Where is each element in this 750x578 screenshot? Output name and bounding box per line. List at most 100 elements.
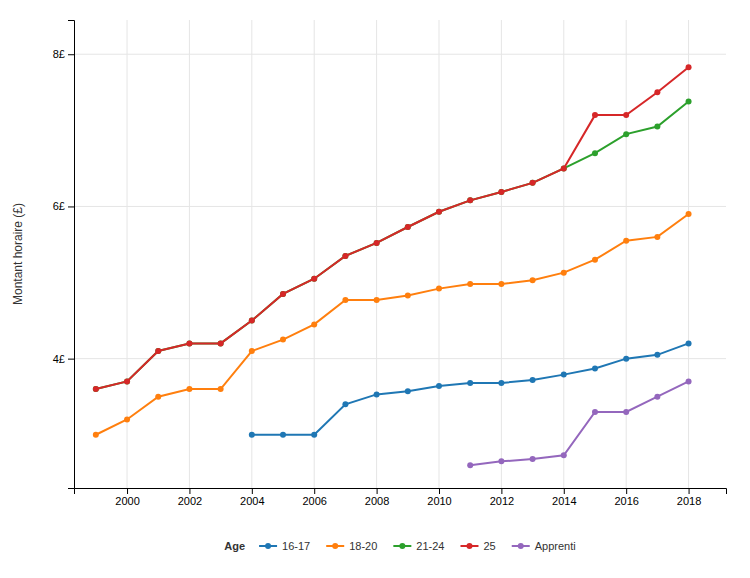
x-tick: 2016 xyxy=(614,488,638,507)
point xyxy=(436,383,442,389)
series-markers xyxy=(93,211,692,438)
point xyxy=(93,432,99,438)
point xyxy=(155,348,161,354)
series-markers xyxy=(93,98,692,392)
series-markers xyxy=(249,340,692,437)
x-tick-mark xyxy=(439,488,440,494)
point xyxy=(623,112,629,118)
x-tick: 2008 xyxy=(365,488,389,507)
point xyxy=(561,372,567,378)
x-tick-label: 2010 xyxy=(427,495,451,507)
point xyxy=(498,189,504,195)
legend-label: 16-17 xyxy=(282,540,310,552)
legend-label: 18-20 xyxy=(349,540,377,552)
point xyxy=(374,297,380,303)
y-tick-mark xyxy=(68,206,74,207)
point xyxy=(155,394,161,400)
point xyxy=(249,318,255,324)
point xyxy=(311,276,317,282)
point xyxy=(124,417,130,423)
point xyxy=(249,318,255,324)
plot-area xyxy=(93,64,692,468)
y-axis-line xyxy=(68,21,75,489)
x-tick: 2004 xyxy=(240,488,264,507)
point xyxy=(498,380,504,386)
x-tick-label: 2008 xyxy=(365,495,389,507)
x-tick-mark xyxy=(626,488,627,494)
x-tick: 2002 xyxy=(178,488,202,507)
legend-label: 25 xyxy=(483,540,495,552)
x-tick-mark xyxy=(252,488,253,494)
point xyxy=(405,224,411,230)
point xyxy=(686,211,692,217)
point xyxy=(592,366,598,372)
series-line xyxy=(252,343,689,434)
y-tick: 4£ xyxy=(53,353,74,365)
x-tick-mark xyxy=(127,488,128,494)
point xyxy=(155,348,161,354)
x-tick-mark xyxy=(689,488,690,494)
point xyxy=(249,432,255,438)
y-tick: 8£ xyxy=(53,48,74,60)
point xyxy=(374,391,380,397)
point xyxy=(374,240,380,246)
legend-item: 25 xyxy=(460,540,495,552)
point xyxy=(311,276,317,282)
x-tick: 2012 xyxy=(490,488,514,507)
y-axis-title: Montant horaire (£) xyxy=(11,203,25,305)
grid xyxy=(74,20,726,488)
x-grid-line xyxy=(314,20,315,488)
y-axis: 4£ 6£ 8£ xyxy=(53,21,75,489)
point xyxy=(592,409,598,415)
point xyxy=(342,297,348,303)
point xyxy=(498,189,504,195)
point xyxy=(561,165,567,171)
x-grid-line xyxy=(376,20,377,488)
legend-item: 21-24 xyxy=(393,540,444,552)
point xyxy=(654,234,660,240)
point xyxy=(405,224,411,230)
point xyxy=(186,386,192,392)
point xyxy=(467,281,473,287)
chart: 2000200220042006200820102012201420162018… xyxy=(0,0,750,578)
x-tick-mark xyxy=(564,488,565,494)
legend-marker xyxy=(399,543,405,549)
point xyxy=(686,98,692,104)
point xyxy=(592,112,598,118)
point xyxy=(467,380,473,386)
x-grid-line xyxy=(189,20,190,488)
x-grid-line xyxy=(688,20,689,488)
legend-marker xyxy=(265,543,271,549)
legend-marker xyxy=(466,543,472,549)
point xyxy=(467,197,473,203)
point xyxy=(124,378,130,384)
point xyxy=(686,378,692,384)
point xyxy=(530,377,536,383)
x-tick-label: 2006 xyxy=(302,495,326,507)
y-tick-label: 6£ xyxy=(53,200,65,212)
series-line xyxy=(96,67,689,389)
point xyxy=(186,340,192,346)
x-tick-label: 2002 xyxy=(178,495,202,507)
x-tick-label: 2014 xyxy=(552,495,576,507)
x-tick-mark xyxy=(314,488,315,494)
x-grid-line xyxy=(626,20,627,488)
point xyxy=(530,180,536,186)
point xyxy=(342,253,348,259)
point xyxy=(405,292,411,298)
point xyxy=(93,386,99,392)
x-tick-label: 2016 xyxy=(614,495,638,507)
y-grid-line xyxy=(74,54,726,55)
point xyxy=(654,124,660,130)
point xyxy=(561,270,567,276)
x-tick: 2014 xyxy=(552,488,576,507)
x-grid-line xyxy=(563,20,564,488)
x-tick-label: 2004 xyxy=(240,495,264,507)
legend-label: 21-24 xyxy=(416,540,444,552)
point xyxy=(654,89,660,95)
series-line xyxy=(470,381,688,465)
point xyxy=(218,340,224,346)
legend-marker xyxy=(332,543,338,549)
point xyxy=(654,352,660,358)
point xyxy=(592,150,598,156)
